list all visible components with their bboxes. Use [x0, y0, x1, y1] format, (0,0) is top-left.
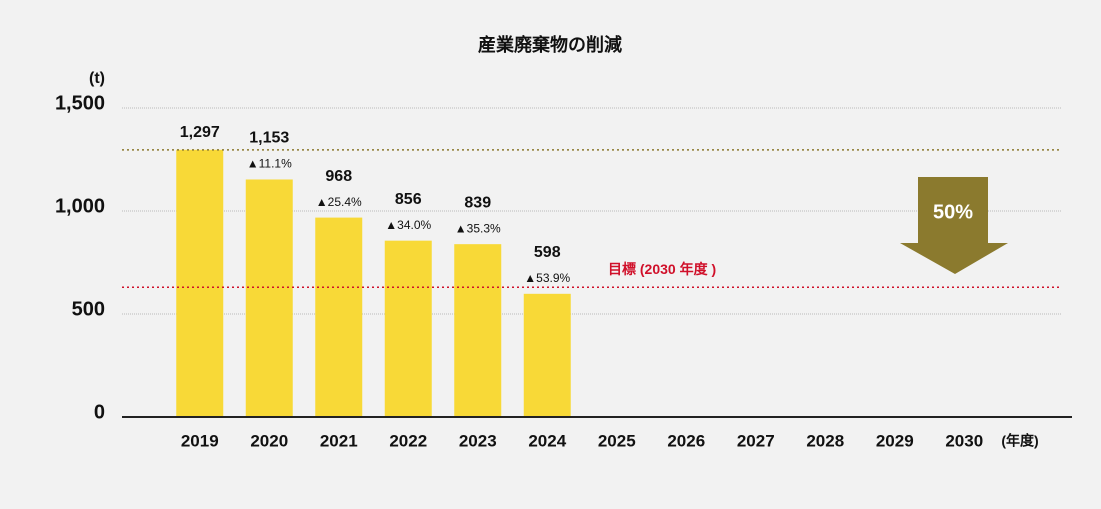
- x-unit: (年度): [1001, 433, 1038, 449]
- bar: [176, 149, 224, 417]
- bar: [523, 293, 571, 417]
- bar: [315, 217, 363, 417]
- x-tick-label: 2030: [945, 431, 983, 450]
- value-label: 968: [325, 168, 352, 185]
- value-label: 1,153: [249, 130, 289, 147]
- change-label: ▲25.4%: [316, 195, 362, 209]
- bar: [245, 179, 293, 417]
- value-label: 856: [395, 191, 422, 208]
- x-tick-label: 2029: [876, 431, 914, 450]
- y-tick-label: 1,000: [55, 195, 105, 217]
- reduction-arrow: [900, 177, 1008, 274]
- x-tick-label: 2022: [389, 431, 427, 450]
- x-tick-label: 2021: [320, 431, 358, 450]
- y-tick-label: 1,500: [55, 92, 105, 114]
- x-tick-label: 2019: [181, 431, 219, 450]
- reference-label: 目標 (2030 年度 ): [608, 261, 716, 277]
- change-label: ▲35.3%: [455, 221, 501, 235]
- x-tick-label: 2024: [528, 431, 566, 450]
- x-tick-label: 2028: [806, 431, 844, 450]
- arrow-label: 50%: [933, 201, 973, 223]
- x-tick-label: 2025: [598, 431, 636, 450]
- value-label: 1,297: [180, 124, 220, 141]
- y-unit: (t): [89, 70, 105, 87]
- y-tick-label: 0: [94, 401, 105, 423]
- bar: [384, 240, 432, 417]
- x-tick-label: 2027: [737, 431, 775, 450]
- chart-title: 産業廃棄物の削減: [478, 34, 622, 55]
- x-tick-label: 2020: [250, 431, 288, 450]
- change-label: ▲53.9%: [524, 271, 570, 285]
- change-label: ▲11.1%: [247, 157, 292, 171]
- value-label: 598: [534, 244, 561, 261]
- x-tick-label: 2023: [459, 431, 497, 450]
- bar: [454, 244, 502, 417]
- change-label: ▲34.0%: [385, 218, 431, 232]
- x-tick-label: 2026: [667, 431, 705, 450]
- y-tick-label: 500: [72, 298, 105, 320]
- value-label: 839: [464, 194, 491, 211]
